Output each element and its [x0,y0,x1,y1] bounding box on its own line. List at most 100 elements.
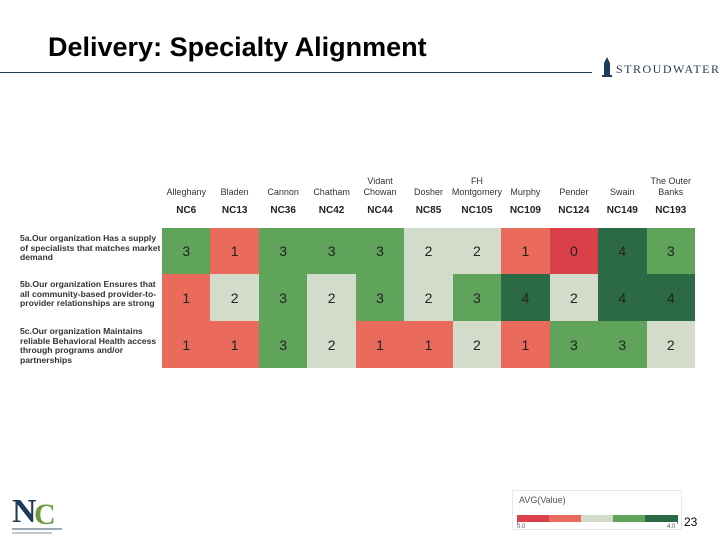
svg-text:C: C [34,498,56,531]
heatmap-cell: 2 [307,274,356,321]
column-code: NC13 [221,205,248,216]
row-label: 5b.Our organization Ensures that all com… [20,279,157,309]
cell-value: 3 [618,336,627,353]
cell-value: 1 [182,336,191,353]
nc-logo: N C [12,493,62,534]
cell-value: 3 [279,336,288,353]
svg-text:N: N [12,493,37,530]
heatmap-cell: 3 [258,321,308,368]
column-name: Cannon [267,187,299,197]
heatmap-cell: 3 [549,321,599,368]
legend-tick [677,522,678,524]
column-code: NC6 [176,205,197,216]
heatmap-cell: 4 [501,274,550,321]
column-name: Vidant Chowan [363,176,397,197]
cell-value: 1 [182,289,191,306]
column-code: NC149 [606,205,638,216]
column-code: NC193 [655,205,687,216]
heatmap-cell: 1 [404,321,453,368]
column-code: NC42 [318,205,345,216]
heatmap-cell: 1 [162,321,211,368]
cell-value: 2 [569,289,578,306]
heatmap-cell: 3 [162,228,211,274]
heatmap-cell: 2 [210,274,259,321]
heatmap-cell: 1 [501,228,550,274]
legend: AVG(Value) 0.0 4.0 [512,490,682,530]
column-name: Chatham [313,187,350,197]
heatmap-cell: 4 [598,274,647,321]
cell-value: 1 [521,243,530,259]
heatmap-cell: 1 [210,321,259,368]
slide-title: Delivery: Specialty Alignment [48,32,427,62]
cell-value: 4 [666,289,675,306]
heatmap-cell: 1 [162,274,211,321]
heatmap-cell: 3 [355,228,405,274]
column-code: NC36 [270,205,296,216]
heatmap-cell: 1 [355,321,405,368]
cell-value: 2 [473,243,481,259]
cell-value: 0 [569,243,578,259]
column-name: Swain [610,187,635,197]
heatmap-cell: 2 [452,228,502,274]
cell-value: 1 [424,336,433,353]
heatmap-cell: 3 [598,321,647,368]
column-code: NC85 [415,205,442,216]
heatmap-cell: 2 [307,321,356,368]
heatmap-cell: 0 [549,228,599,274]
cell-value: 3 [666,243,675,259]
heatmap-cell: 2 [549,274,599,321]
column-code: NC105 [461,205,493,216]
column-name: Alleghany [166,187,206,197]
cell-value: 3 [569,336,578,353]
column-name: FH Montgomery [451,176,502,197]
legend-swatch [645,515,678,522]
logo-text: STROUDWATER [616,62,720,76]
cell-value: 1 [521,336,530,353]
legend-tick-label: 4.0 [667,524,676,530]
cell-value: 2 [327,289,336,306]
legend-tick [517,522,518,524]
heatmap-cell: 2 [404,274,453,321]
cell-value: 3 [376,289,384,306]
page-number: 23 [684,515,698,529]
heatmap-cell: 4 [598,228,647,274]
cell-value: 1 [230,336,239,353]
cell-value: 3 [473,289,481,306]
cell-value: 1 [376,336,384,353]
column-name: Dosher [413,187,443,197]
heatmap-cell: 3 [646,228,695,274]
column-code: NC109 [509,205,541,216]
heatmap-cell: 3 [355,274,405,321]
cell-value: 4 [618,243,627,259]
heatmap-cell: 2 [452,321,502,368]
cell-value: 2 [424,243,433,259]
column-code: NC44 [367,205,393,216]
column-code: NC124 [558,205,590,216]
cell-value: 4 [618,289,627,306]
column-name: The Outer Banks [650,176,692,197]
cell-value: 3 [327,243,336,259]
logo-icon [602,57,612,77]
column-name: Murphy [510,187,541,197]
legend-swatch [549,515,582,522]
cell-value: 3 [182,243,191,259]
row-label: 5c.Our organization Maintains reliable B… [20,326,157,365]
cell-value: 2 [666,336,675,353]
heatmap-cell: 3 [307,228,356,274]
cell-value: 4 [521,289,530,306]
heatmap-cell: 3 [452,274,502,321]
legend-swatch [613,515,646,522]
cell-value: 3 [376,243,384,259]
title-rule [0,72,592,73]
legend-swatch [517,515,550,522]
legend-swatch [581,515,614,522]
cell-value: 2 [327,336,336,353]
heatmap-cell: 2 [404,228,453,274]
heatmap-cell: 2 [646,321,695,368]
cell-value: 1 [230,243,239,259]
legend-tick-label: 0.0 [517,524,526,530]
cell-value: 2 [230,289,239,306]
cell-value: 3 [279,243,288,259]
